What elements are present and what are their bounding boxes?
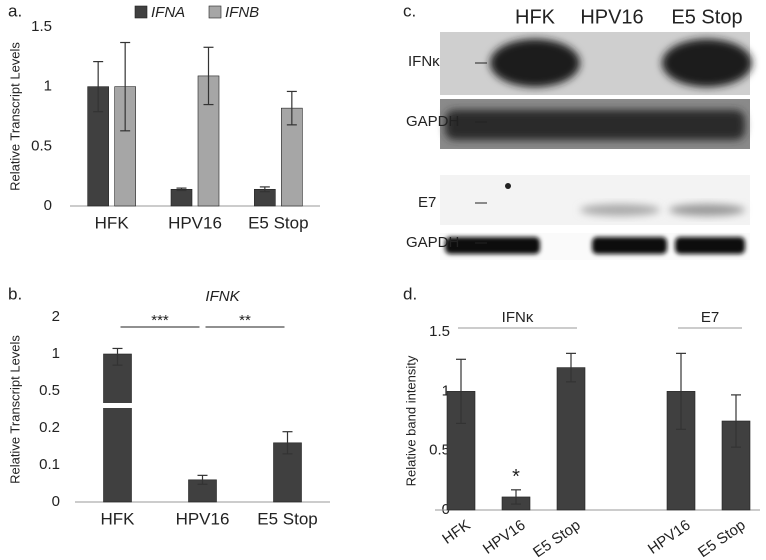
- y-tick-label: 0: [52, 493, 60, 510]
- significance-label: **: [239, 312, 251, 329]
- x-tick-label: HPV16: [176, 509, 230, 528]
- bar: [170, 188, 193, 207]
- x-tick-label: E5 Stop: [530, 517, 583, 560]
- x-tick-label: HFK: [101, 509, 136, 528]
- x-tick-label: E5 Stop: [257, 509, 318, 528]
- legend-label: IFNB: [225, 4, 259, 21]
- chart-title: IFNK: [205, 288, 240, 305]
- blot-row: GAPDH: [406, 113, 459, 130]
- y-tick-label: 1: [52, 345, 60, 362]
- x-tick-label: HPV16: [168, 213, 222, 232]
- blot-column: E5 Stop: [671, 6, 742, 28]
- bar: [103, 353, 132, 503]
- blot-row: E7: [418, 194, 436, 211]
- bar: [556, 367, 586, 511]
- blot-row: IFNκ: [408, 53, 440, 70]
- y-tick-label: 0.5: [39, 382, 60, 399]
- y-tick-label: 0: [442, 501, 450, 518]
- panel-label: b.: [8, 284, 22, 303]
- y-tick-label: 0.2: [39, 419, 60, 436]
- blot-row: GAPDH: [406, 234, 459, 251]
- axis-break: [75, 403, 330, 408]
- legend-label: IFNA: [151, 4, 185, 21]
- group-label: IFNκ: [502, 309, 534, 326]
- legend-swatch: [208, 5, 222, 19]
- y-tick-label: 1.5: [429, 323, 450, 340]
- significance-label: ***: [151, 312, 169, 329]
- x-tick-label: HPV16: [480, 517, 529, 558]
- y-tick-label: 0.1: [39, 456, 60, 473]
- y-tick-label: 0.5: [429, 442, 450, 459]
- y-tick-label: 2: [52, 308, 60, 325]
- blot-images: [440, 32, 752, 260]
- x-tick-label: E5 Stop: [695, 517, 748, 560]
- y-tick-label: 0.5: [31, 137, 52, 154]
- y-axis-label: Relative Transcript Levels: [7, 335, 22, 484]
- y-axis-label: Relative Transcript Levels: [7, 42, 22, 191]
- y-tick-label: 1: [442, 382, 450, 399]
- significance-label: *: [512, 466, 520, 488]
- y-tick-label: 1: [44, 78, 52, 95]
- panel-label: d.: [403, 284, 417, 303]
- panel-label: c.: [403, 1, 416, 20]
- y-axis-label: Relative band intensity: [403, 355, 418, 486]
- x-tick-label: HFK: [95, 213, 130, 232]
- x-tick-label: HFK: [439, 517, 473, 548]
- x-tick-label: HPV16: [645, 517, 694, 558]
- panel-label: a.: [8, 1, 22, 20]
- x-tick-label: E5 Stop: [248, 213, 309, 232]
- y-tick-label: 1.5: [31, 18, 52, 35]
- blot-column: HFK: [515, 6, 556, 28]
- legend-swatch: [134, 5, 148, 19]
- blot-column: HPV16: [580, 6, 643, 28]
- group-label: E7: [701, 309, 719, 326]
- y-tick-label: 0: [44, 197, 52, 214]
